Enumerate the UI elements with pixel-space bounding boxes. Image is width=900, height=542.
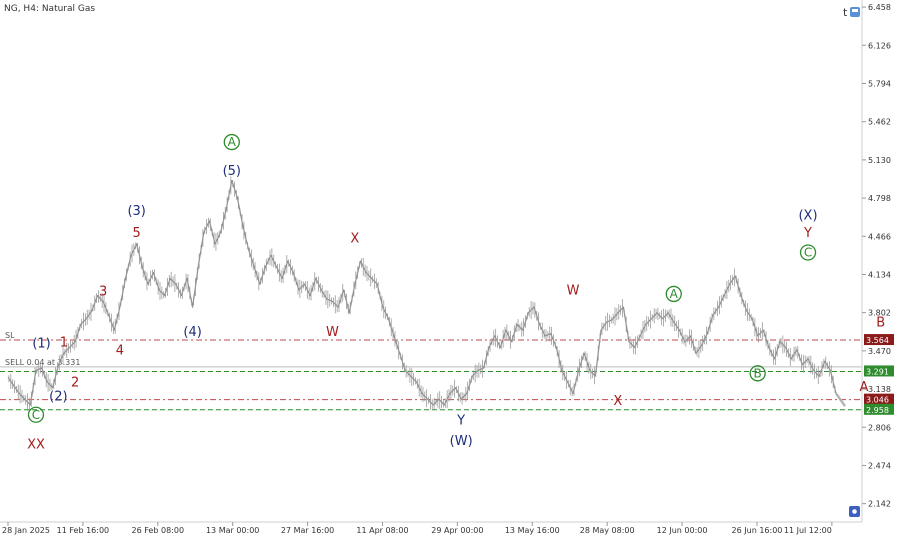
x-tick-label: 26 Feb 08:00 bbox=[132, 526, 184, 535]
price-series-line bbox=[7, 180, 837, 406]
one-click-trading-icon[interactable] bbox=[850, 7, 860, 17]
x-tick-label: 11 Feb 16:00 bbox=[57, 526, 109, 535]
wave-label-c-circle bbox=[27, 406, 45, 423]
wave-label-b: B bbox=[876, 316, 885, 331]
y-tick-label: 4.798 bbox=[868, 194, 891, 203]
wave-label-a: A bbox=[670, 287, 679, 301]
y-tick-label: 6.458 bbox=[868, 3, 891, 12]
chart-title: NG, H4: Natural Gas bbox=[4, 4, 95, 14]
wave-label-c-circle bbox=[799, 244, 817, 261]
level-tag-text-lvl1: 3.046 bbox=[866, 396, 889, 405]
x-tick-label: 13 May 16:00 bbox=[505, 526, 560, 535]
x-tick-label: 29 Apr 00:00 bbox=[431, 526, 483, 535]
wave-label-c: C bbox=[804, 246, 812, 260]
wave-label-y: Y bbox=[803, 226, 812, 241]
wave-labels-layer: A(5)(3)53(1) 14(4)2(2)CXXXWY(W)WXAB(X)YCB… bbox=[27, 133, 885, 453]
wave-label-xx: XX bbox=[27, 438, 45, 453]
wave-label-1: (1) bbox=[32, 336, 50, 351]
series-layer bbox=[7, 176, 846, 412]
wave-label-3: (3) bbox=[127, 204, 145, 219]
x-tick-label: 26 Jun 16:00 bbox=[732, 526, 783, 535]
x-tick-label: 11 Jul 12:00 bbox=[784, 526, 832, 535]
level-text-sell: SELL 0.04 at 3.331 bbox=[5, 358, 80, 367]
wave-label-a: A bbox=[860, 380, 869, 395]
wave-label-5: 5 bbox=[133, 226, 141, 241]
wave-label-x: (X) bbox=[798, 209, 817, 224]
y-tick-label: 3.802 bbox=[868, 309, 891, 318]
level-tag-text-tp: 3.291 bbox=[866, 367, 889, 376]
wave-label-a: A bbox=[228, 135, 237, 149]
y-tick-label: 5.462 bbox=[868, 118, 891, 127]
wave-label-a-circle bbox=[665, 285, 682, 303]
level-tag-text-sl: 3.564 bbox=[866, 336, 889, 345]
y-tick-label: 5.130 bbox=[868, 156, 891, 165]
y-tick-label: 3.138 bbox=[868, 385, 891, 394]
wave-label-w: W bbox=[326, 325, 339, 340]
y-tick-label: 2.806 bbox=[868, 423, 891, 432]
wave-label-2: (2) bbox=[49, 389, 67, 404]
wave-label-b: B bbox=[754, 366, 762, 380]
wave-label-x: X bbox=[350, 232, 359, 247]
level-tag-text-lvl2: 2.958 bbox=[866, 406, 889, 415]
x-tick-label: 27 Mar 16:00 bbox=[281, 526, 334, 535]
y-tick-label: 5.794 bbox=[868, 79, 891, 88]
y-tick-label: 2.142 bbox=[868, 500, 891, 509]
wave-label-y: Y bbox=[456, 414, 465, 429]
axis-layer: 6.458 6.126 5.794 5.462 5.130 4.798 4.466 4.134… bbox=[2, 3, 891, 535]
y-tick-label: 4.466 bbox=[868, 232, 891, 241]
level-tag-tp bbox=[864, 365, 894, 377]
wave-label-1: 1 bbox=[60, 335, 68, 350]
wave-label-4: 4 bbox=[116, 343, 124, 358]
chart-controls[interactable]: t bbox=[843, 6, 860, 19]
forecast-line bbox=[835, 392, 846, 407]
scroll-to-end-icon[interactable] bbox=[849, 506, 860, 517]
level-tag-lvl2 bbox=[864, 403, 894, 415]
wave-label-w: (W) bbox=[450, 434, 473, 449]
x-tick-label: 13 Mar 00:00 bbox=[206, 526, 259, 535]
y-tick-label: 4.134 bbox=[868, 270, 891, 279]
wave-label-3: 3 bbox=[99, 285, 107, 300]
wave-label-5: (5) bbox=[223, 164, 241, 179]
x-tick-label: 12 Jun 00:00 bbox=[657, 526, 708, 535]
level-tag-sl bbox=[864, 334, 894, 346]
x-tick-label: 28 Jan 2025 bbox=[2, 526, 50, 535]
wave-label-4: (4) bbox=[183, 325, 201, 340]
x-tick-label: 28 May 08:00 bbox=[580, 526, 635, 535]
wave-label-b-circle bbox=[749, 365, 766, 382]
level-tag-lvl1 bbox=[864, 393, 894, 405]
wave-label-w: W bbox=[567, 283, 580, 298]
trade-toggle-t[interactable]: t bbox=[843, 6, 848, 19]
x-tick-label: 11 Apr 08:00 bbox=[356, 526, 408, 535]
wave-label-x: X bbox=[613, 394, 622, 409]
wave-label-c: C bbox=[32, 408, 40, 422]
wave-label-2: 2 bbox=[71, 376, 79, 391]
wave-label-a-circle bbox=[223, 133, 240, 151]
y-tick-label: 3.470 bbox=[868, 347, 891, 356]
y-tick-label: 6.126 bbox=[868, 41, 891, 50]
level-text-sl: SL bbox=[5, 331, 15, 340]
y-tick-label: 2.474 bbox=[868, 461, 891, 470]
